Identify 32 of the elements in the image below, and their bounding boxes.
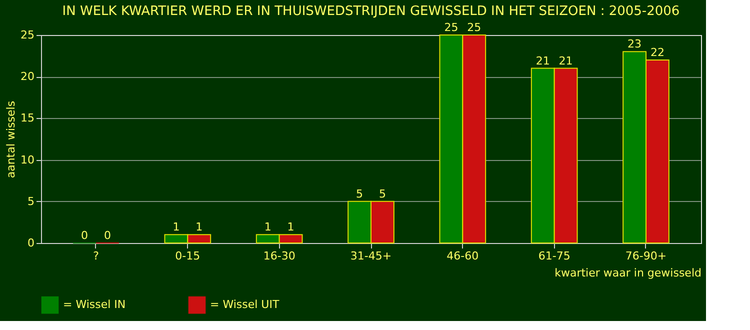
data-label: 25 <box>444 21 458 34</box>
x-tick-label: 16-30 <box>263 250 296 262</box>
x-tick-label: ? <box>93 250 100 262</box>
x-tick-label: 0-15 <box>175 250 200 262</box>
y-tick-label: 25 <box>20 28 34 42</box>
data-label: 0 <box>81 229 88 242</box>
data-label: 1 <box>172 220 180 234</box>
chart-title: IN WELK KWARTIER WERD ER IN THUISWEDSTRIJDEN GEWISSELD IN HET SEIZOEN : 2005-2006 <box>62 4 680 19</box>
x-tick-label: 46-60 <box>446 250 479 262</box>
data-label: 25 <box>467 21 482 34</box>
data-label: 1 <box>287 220 294 234</box>
data-label: 1 <box>196 220 203 234</box>
y-tick-label: 15 <box>20 112 34 125</box>
x-tick-label: 31-45+ <box>350 250 392 262</box>
data-label: 21 <box>536 54 550 68</box>
legend-label: = Wissel UIT <box>210 298 280 312</box>
data-label: 1 <box>264 220 272 234</box>
y-tick-label: 10 <box>20 153 34 166</box>
x-axis-title: kwartier waar in gewisseld <box>554 266 702 280</box>
data-label: 0 <box>104 229 111 242</box>
data-label: 23 <box>628 38 642 51</box>
y-tick-label: 0 <box>28 236 34 250</box>
y-tick-label: 5 <box>28 194 34 208</box>
data-label: 5 <box>378 187 386 200</box>
x-tick-label: 76-90+ <box>625 250 667 262</box>
data-label: 21 <box>558 54 573 68</box>
y-tick-label: 20 <box>20 70 34 84</box>
data-label: 22 <box>650 46 664 59</box>
legend-label: = Wissel IN <box>63 298 126 312</box>
y-axis-title: aantal wissels <box>4 100 18 178</box>
x-tick-label: 61-75 <box>538 250 570 262</box>
data-label: 5 <box>356 187 364 200</box>
